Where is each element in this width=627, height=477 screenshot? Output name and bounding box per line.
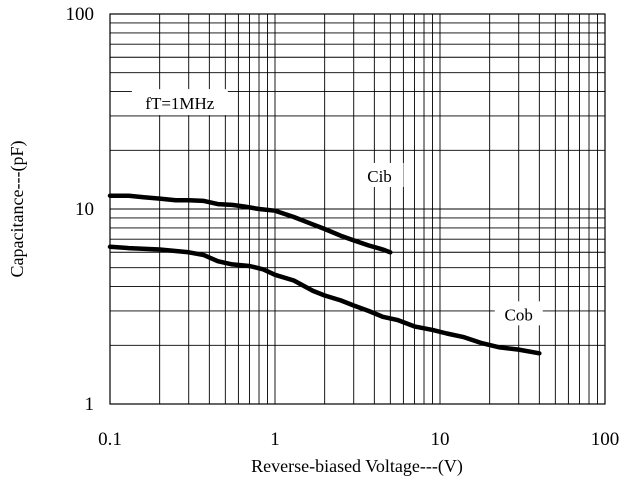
- frequency-annotation: fT=1MHz: [145, 94, 215, 113]
- series-cib-line: [107, 193, 393, 255]
- series-cob-label: Cob: [505, 305, 533, 324]
- plot-frame: [109, 13, 606, 405]
- x-tick-label: 100: [591, 429, 620, 450]
- frequency-annotation-bg: [131, 89, 228, 116]
- y-tick-label: 1: [85, 394, 95, 415]
- series-cob-label-bg: [494, 301, 543, 326]
- y-axis-title: Capacitance---(pF): [7, 141, 28, 278]
- x-tick-label: 0.1: [98, 429, 122, 450]
- x-tick-label: 10: [431, 429, 450, 450]
- y-tick-label: 100: [66, 4, 95, 25]
- y-tick-label: 10: [75, 199, 94, 220]
- series-cob-line: [107, 244, 542, 356]
- series-cib-label-bg: [355, 162, 404, 187]
- series-cib-label: Cib: [367, 167, 392, 186]
- label-layer: Cib Cob fT=1MHz: [131, 89, 543, 326]
- x-axis-title: Reverse-biased Voltage---(V): [251, 456, 463, 477]
- x-tick-label: 1: [270, 429, 280, 450]
- grid-layer: [110, 14, 605, 404]
- series-layer: [107, 193, 542, 356]
